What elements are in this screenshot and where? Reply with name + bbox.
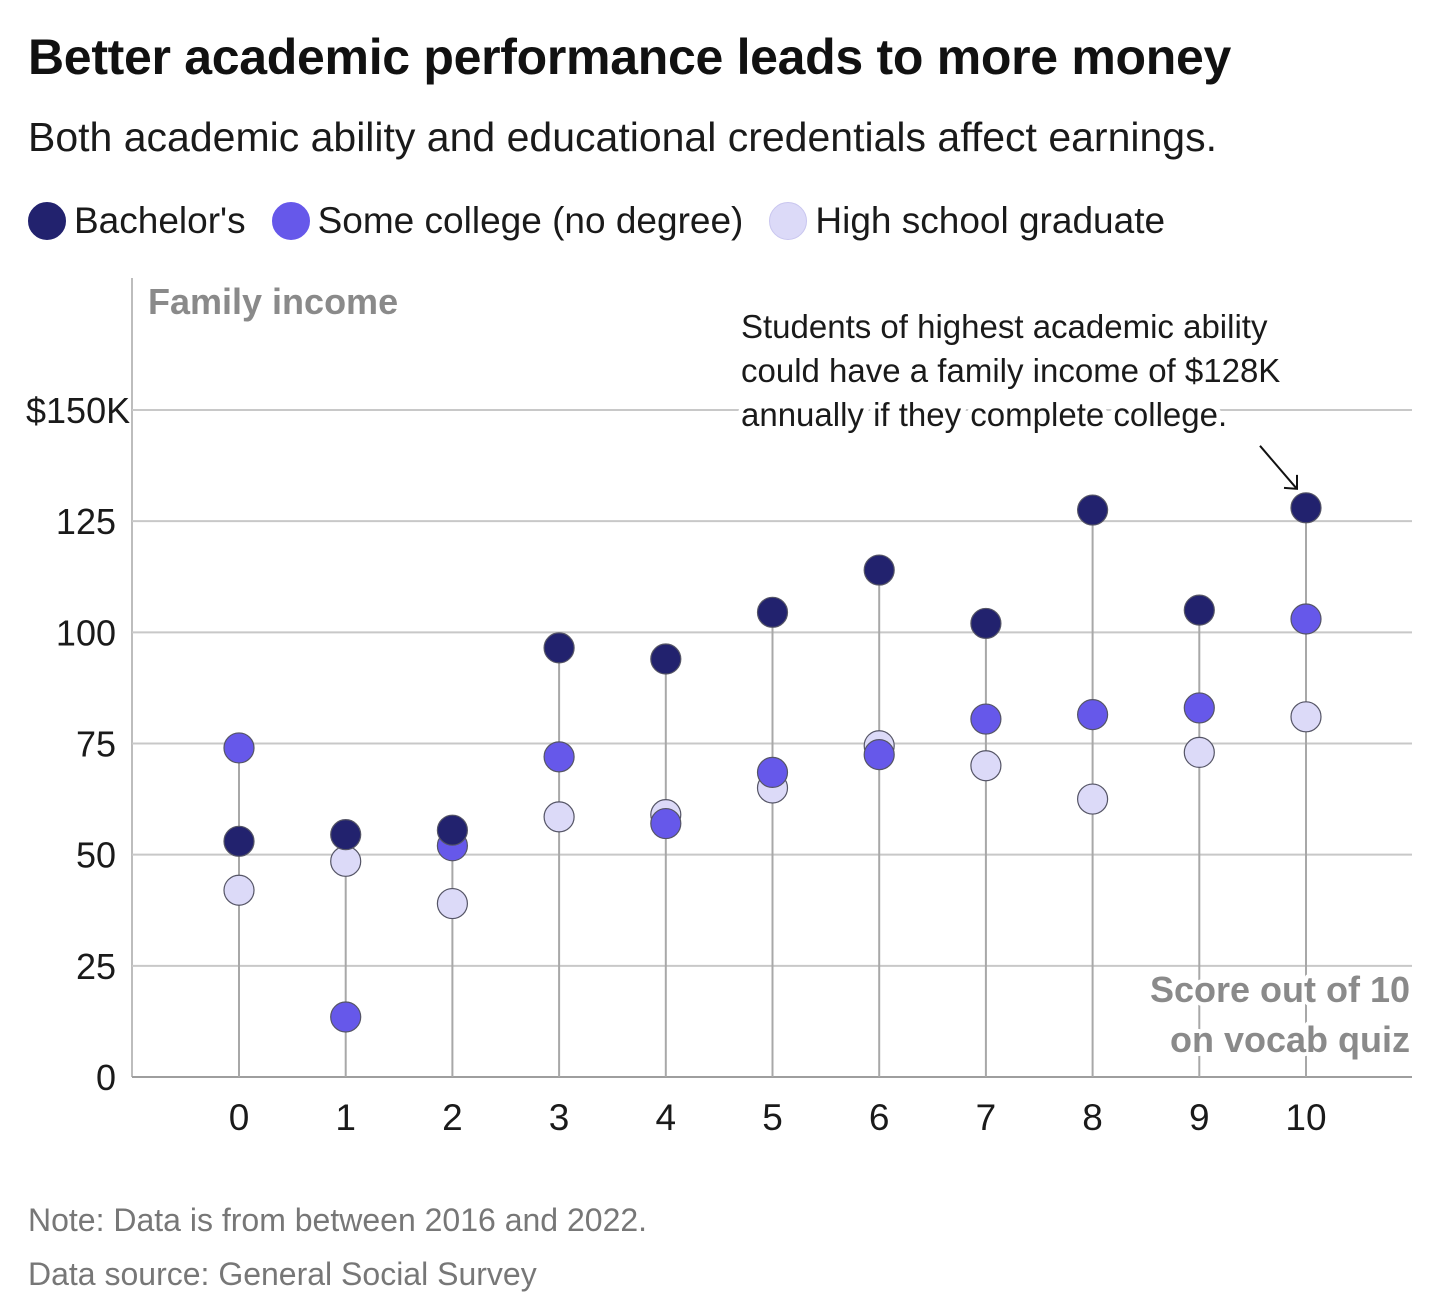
data-point-bachelors xyxy=(650,643,682,675)
chart-legend: Bachelor's Some college (no degree) High… xyxy=(28,196,1191,246)
data-point-high-school xyxy=(1183,736,1215,768)
y-tick-label: 50 xyxy=(76,835,116,876)
data-point-bachelors xyxy=(1076,494,1109,526)
data-point-bachelors xyxy=(970,607,1002,640)
x-tick-label: 8 xyxy=(1082,1097,1103,1138)
annotation-arrow-line xyxy=(1259,445,1297,489)
x-axis-title: Score out of 10 xyxy=(1150,969,1410,1010)
data-point-high-school xyxy=(970,750,1002,782)
data-point-some-college xyxy=(970,703,1002,735)
legend-dot-icon xyxy=(28,202,66,240)
annotation-text-line: could have a family income of $128K xyxy=(741,352,1280,389)
data-point-some-college xyxy=(650,807,682,840)
chart-subtitle: Both academic ability and educational cr… xyxy=(28,114,1217,160)
y-tick-label: 100 xyxy=(56,612,116,653)
data-point-some-college xyxy=(543,741,575,773)
x-tick-label: 0 xyxy=(229,1097,250,1138)
data-point-bachelors xyxy=(1183,594,1215,626)
x-tick-label: 2 xyxy=(442,1097,463,1138)
y-tick-label: $150K xyxy=(26,390,130,431)
legend-item-high-school: High school graduate xyxy=(769,200,1165,242)
footer-source: Data source: General Social Survey xyxy=(28,1256,537,1292)
x-tick-label: 7 xyxy=(976,1097,997,1138)
y-tick-label: 75 xyxy=(76,724,116,765)
chart-footer: Note: Data is from between 2016 and 2022… xyxy=(28,1193,647,1301)
data-point-high-school xyxy=(543,801,575,833)
data-point-some-college xyxy=(1290,603,1322,635)
x-tick-label: 10 xyxy=(1285,1097,1326,1138)
annotation-text-line: annually if they complete college. xyxy=(741,396,1227,433)
data-point-high-school xyxy=(1290,701,1322,733)
y-tick-label: 0 xyxy=(96,1057,116,1098)
x-tick-label: 3 xyxy=(549,1097,570,1138)
data-point-high-school xyxy=(223,874,255,906)
data-point-bachelors xyxy=(756,596,789,628)
annotation-text-line: Students of highest academic ability xyxy=(741,308,1268,345)
x-tick-label: 6 xyxy=(869,1097,890,1138)
legend-dot-icon xyxy=(271,202,310,240)
data-point-some-college xyxy=(1076,698,1109,731)
x-tick-label: 4 xyxy=(656,1097,677,1138)
footer-note: Note: Data is from between 2016 and 2022… xyxy=(28,1202,648,1238)
x-tick-label: 9 xyxy=(1189,1097,1210,1138)
data-point-bachelors xyxy=(1290,492,1322,524)
data-point-some-college xyxy=(330,1001,362,1033)
legend-label: Bachelor's xyxy=(74,200,246,241)
data-point-bachelors xyxy=(223,825,255,857)
data-point-high-school xyxy=(436,887,468,920)
y-tick-label: 25 xyxy=(76,946,116,987)
data-point-some-college xyxy=(756,756,789,789)
legend-label: Some college (no degree) xyxy=(317,200,744,241)
y-tick-label: 125 xyxy=(56,501,116,542)
data-point-bachelors xyxy=(436,814,468,846)
chart-title: Better academic performance leads to mor… xyxy=(28,29,1232,85)
x-tick-label: 1 xyxy=(335,1097,356,1138)
legend-label: High school graduate xyxy=(815,200,1166,241)
annotation-arrowhead-icon xyxy=(1283,474,1298,490)
data-point-some-college xyxy=(863,739,895,771)
data-point-bachelors xyxy=(330,819,362,851)
data-point-high-school xyxy=(1076,783,1109,815)
data-point-bachelors xyxy=(543,632,575,664)
y-axis-title: Family income xyxy=(148,281,398,322)
legend-dot-icon xyxy=(769,202,808,240)
data-point-some-college xyxy=(1183,692,1215,724)
data-point-some-college xyxy=(223,732,255,764)
legend-item-some-college: Some college (no degree) xyxy=(271,200,744,242)
legend-item-bachelors: Bachelor's xyxy=(28,200,246,242)
x-axis-title: on vocab quiz xyxy=(1170,1019,1410,1060)
x-tick-label: 5 xyxy=(762,1097,783,1138)
data-point-bachelors xyxy=(863,554,895,586)
data-point-high-school xyxy=(330,845,362,877)
